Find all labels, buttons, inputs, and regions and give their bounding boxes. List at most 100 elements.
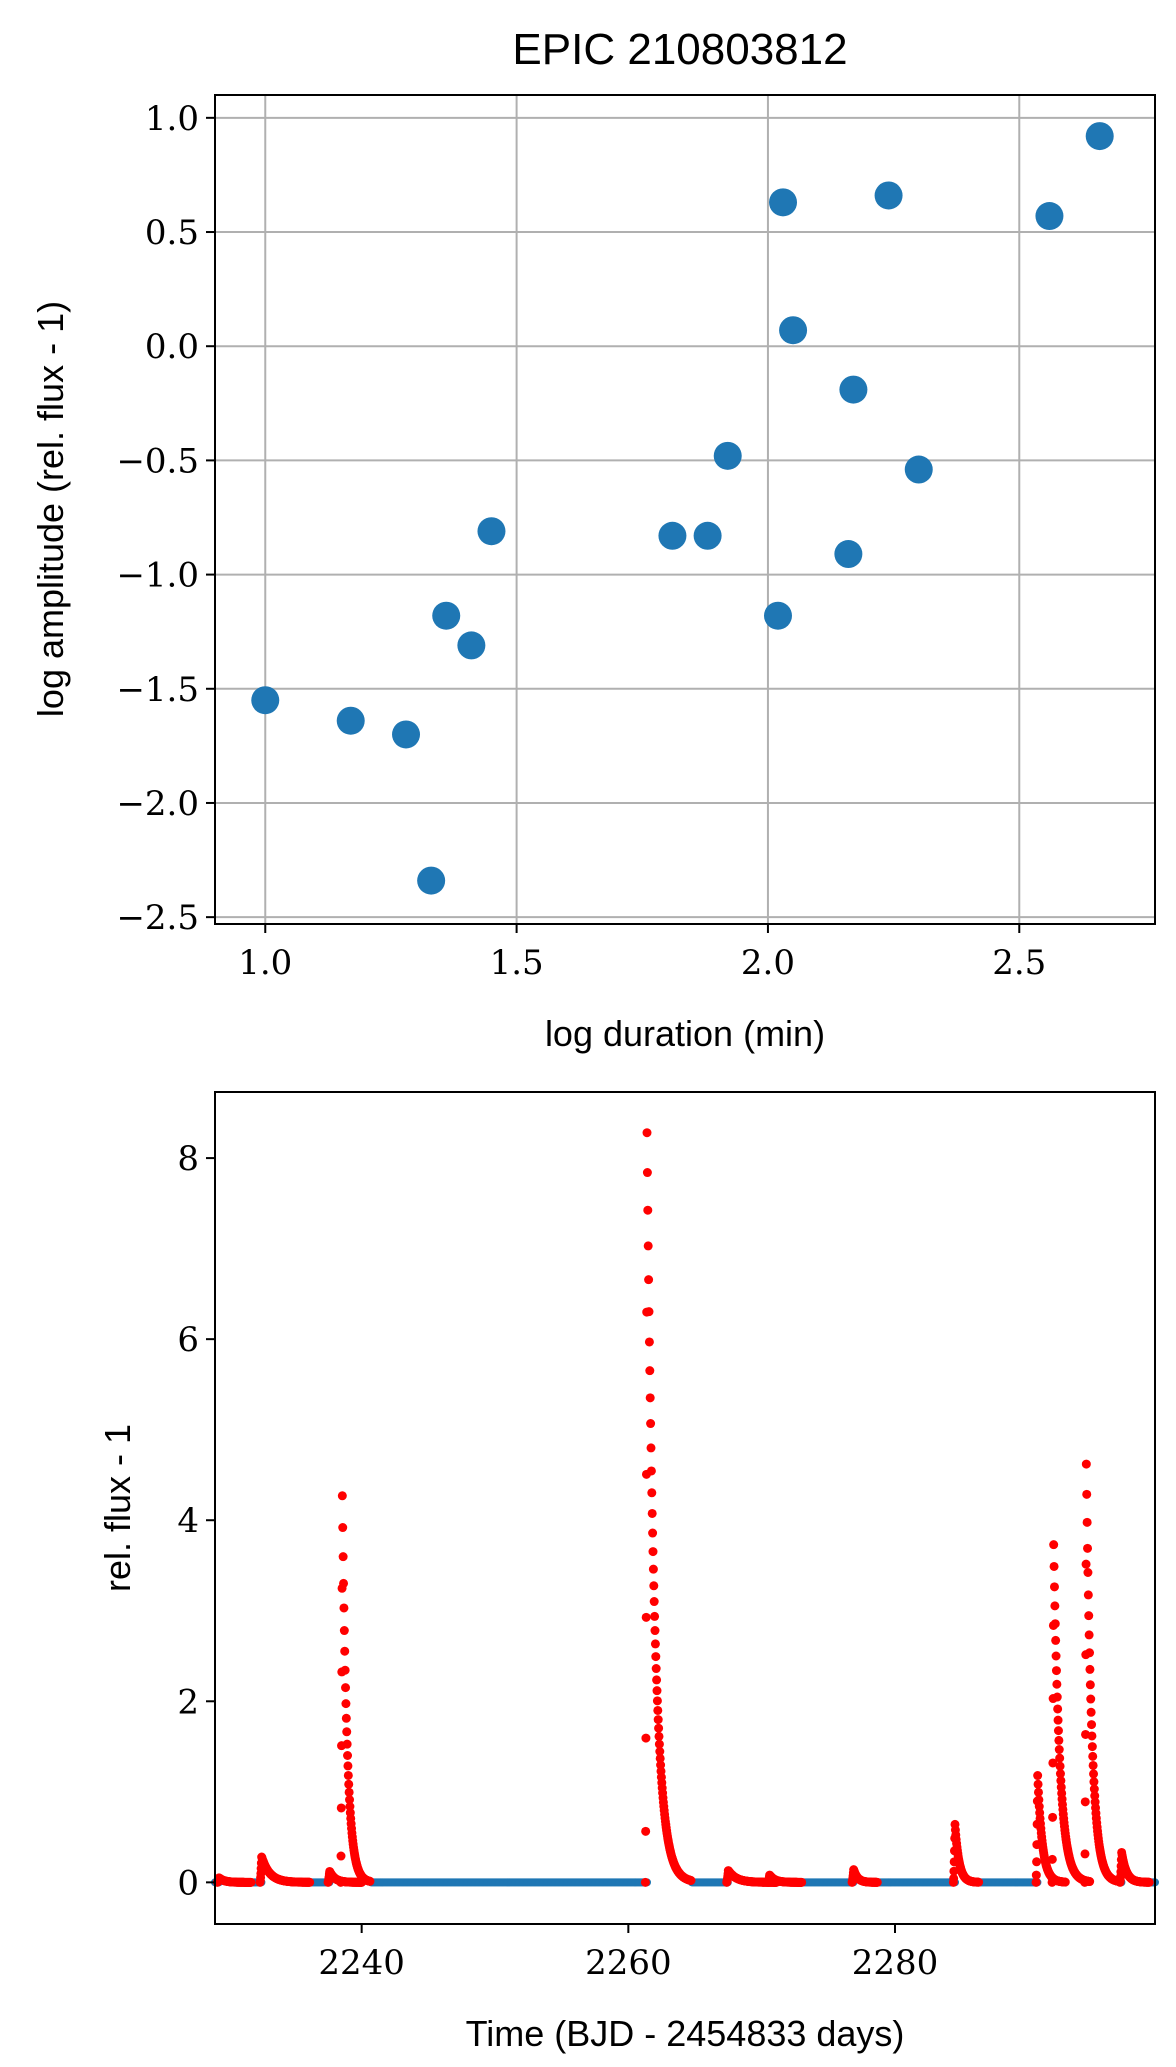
plot2-flare-point — [651, 1652, 661, 1662]
plot2-flare-point — [648, 1564, 658, 1574]
plot2-flare-point — [339, 1578, 349, 1588]
plot2-flare-point — [1033, 1771, 1043, 1781]
plot2-flare-point — [1049, 1540, 1059, 1550]
plot2-flare-point — [339, 1603, 349, 1613]
plot2-flare-point — [686, 1875, 696, 1885]
plot1-data-point — [336, 706, 365, 735]
plot2-y-label: rel. flux - 1 — [97, 1424, 138, 1592]
plot1-points — [251, 122, 1114, 895]
plot2-flare-point — [342, 1739, 352, 1749]
plot2-flare-point — [1032, 1857, 1042, 1867]
plot2-flare-point — [1144, 1877, 1154, 1887]
plot1-y-tick-label: −1.5 — [116, 670, 199, 710]
plot2-flare-point — [1053, 1715, 1063, 1725]
figure-title: EPIC 210803812 — [512, 25, 847, 74]
plot2-flare-point — [650, 1611, 660, 1621]
plot2-flare-point — [949, 1873, 959, 1883]
plot2-flare-point — [649, 1581, 659, 1591]
plot1-data-point — [477, 517, 506, 546]
plot2-flare-point — [650, 1639, 660, 1649]
plot2-flare-point — [336, 1851, 346, 1861]
plot2-flare-point — [646, 1466, 656, 1476]
plot2-flare-point — [641, 1612, 651, 1622]
plot2-flare-point — [1087, 1731, 1097, 1741]
plot2-flare-point — [1054, 1745, 1064, 1755]
plot2-y-axis: 0 2 4 6 8 — [177, 1139, 215, 1903]
plot2-flare-point — [655, 1753, 665, 1763]
plot1-y-tick-label: 1.0 — [145, 99, 199, 139]
plot2-flare-point — [1080, 1797, 1090, 1807]
plot1-x-tick-label: 2.5 — [992, 943, 1046, 983]
plot2-flare-point — [1049, 1561, 1059, 1571]
plot2-flare-point — [1085, 1680, 1095, 1690]
plot1-x-tick-label: 2.0 — [741, 943, 795, 983]
plot1-y-tick-label: 0.5 — [145, 213, 199, 253]
plot2-flare-point — [341, 1683, 351, 1693]
plot1-data-point — [1035, 202, 1064, 231]
plot2-flare-point — [246, 1877, 256, 1887]
plot2-flare-point — [645, 1393, 655, 1403]
plot2-flare-point — [1031, 1877, 1041, 1887]
plot2-flare-point — [344, 1787, 354, 1797]
plot2-flare-point — [1051, 1651, 1061, 1661]
plot1-data-point — [392, 720, 421, 749]
plot2-flare-point — [655, 1746, 665, 1756]
plot2-flare-point — [649, 1597, 659, 1607]
plot2-flare-point — [1050, 1601, 1060, 1611]
plot2-flare-point — [343, 1770, 353, 1780]
plot2-flare-point — [340, 1646, 350, 1656]
plot2-flare-point — [653, 1715, 663, 1725]
plot1-y-tick-label: −0.5 — [116, 441, 199, 481]
plot2-flare-point — [1034, 1795, 1044, 1805]
plot2-flare-point — [336, 1803, 346, 1813]
plot2-flare-point — [339, 1626, 349, 1636]
plot2-flare-point — [652, 1696, 662, 1706]
plot1-data-point — [874, 181, 903, 210]
plot2-flare-point — [872, 1877, 882, 1887]
plot2-flare-point — [647, 1508, 657, 1518]
plot1-frame — [214, 94, 1156, 925]
plot2-flare-point — [1056, 1776, 1066, 1786]
plot2-flare-point — [648, 1547, 658, 1557]
plot2-frame — [214, 1091, 1156, 1925]
light-curve-plot: 2240 2260 2280 0 2 4 6 8 Time (BJD - 2454833 d… — [97, 1091, 1159, 2054]
plot2-flare-point — [949, 1866, 959, 1876]
plot2-flare-point — [1081, 1459, 1091, 1469]
plot1-data-point — [417, 866, 446, 895]
plot1-data-point — [251, 686, 280, 715]
plot2-flare-point — [1084, 1630, 1094, 1640]
plot1-data-point — [713, 441, 742, 470]
plot2-y-tick-label: 0 — [177, 1863, 199, 1903]
plot2-flare-point — [652, 1675, 662, 1685]
plot1-y-label: log amplitude (rel. flux - 1) — [30, 301, 71, 717]
plot2-flare-point — [1081, 1559, 1091, 1569]
plot2-flare-point — [341, 1699, 351, 1709]
plot2-flare-point — [654, 1739, 664, 1749]
plot2-flare-point — [340, 1665, 350, 1675]
plot2-flare-point — [644, 1275, 654, 1285]
plot2-flare-point — [646, 1443, 656, 1453]
plot2-flare-point — [797, 1877, 807, 1887]
plot2-flare-point — [1031, 1870, 1041, 1880]
plot2-y-tick-label: 2 — [177, 1682, 199, 1722]
plot2-flare-point — [1083, 1543, 1093, 1553]
plot2-x-tick-label: 2280 — [852, 1943, 939, 1983]
plot2-flare-point — [1052, 1692, 1062, 1702]
plot2-flare-point — [652, 1686, 662, 1696]
plot1-data-point — [432, 601, 461, 630]
plot1-y-tick-label: −1.0 — [116, 556, 199, 596]
plot2-flare-point — [1053, 1704, 1063, 1714]
plot2-flare-point — [654, 1723, 664, 1733]
plot2-flare-point — [1047, 1877, 1057, 1887]
plot2-flare-point — [1082, 1517, 1092, 1527]
plot1-data-point — [457, 631, 486, 660]
plot1-background — [215, 95, 1155, 924]
plot1-data-point — [1085, 122, 1114, 151]
plot2-flare-point — [1084, 1611, 1094, 1621]
plot2-flare-point — [650, 1626, 660, 1636]
plot2-flare-point — [647, 1488, 657, 1498]
plot2-flare-point — [345, 1795, 355, 1805]
plot2-flare-point — [1088, 1751, 1098, 1761]
plot1-x-tick-label: 1.0 — [238, 943, 292, 983]
plot2-flare-point — [642, 1128, 652, 1138]
